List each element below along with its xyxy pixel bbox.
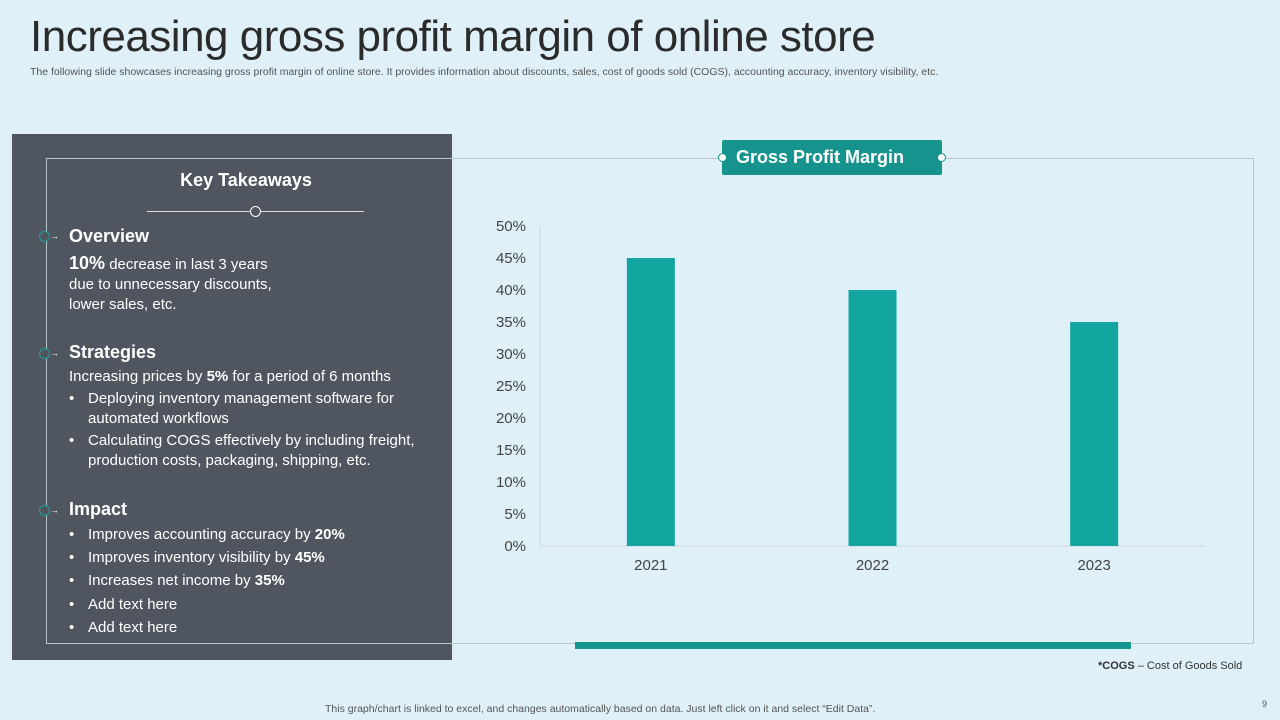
page-number: 9 (1262, 699, 1268, 709)
bar-2022 (848, 290, 897, 546)
y-tick-label: 20% (496, 410, 526, 427)
tag-right-node-icon (937, 153, 946, 162)
cogs-footnote: *COGS – Cost of Goods Sold (1098, 660, 1243, 672)
footer-note: This graph/chart is linked to excel, and… (325, 703, 876, 715)
gross-profit-margin-chart: 0% 5% 10% 15% 20% 25% 30% 35% 40% 45% 50% 2021 2022 2… (496, 218, 1205, 574)
strategies-intro: Increasing prices by 5% for a period of … (69, 368, 391, 385)
bar-2021 (626, 258, 675, 546)
y-tick-label: 25% (496, 378, 526, 395)
strategies-heading: Strategies (69, 342, 157, 362)
accent-bar (575, 642, 1131, 649)
y-tick-label: 40% (496, 282, 526, 299)
overview-heading: Overview (69, 226, 150, 246)
y-tick-label: 10% (496, 474, 526, 491)
y-tick-label: 45% (496, 250, 526, 267)
overview-node-icon: → (39, 231, 61, 243)
overview-line-2: due to unnecessary discounts, (69, 276, 272, 293)
takeaways-panel (12, 134, 452, 660)
chart-label-tag: Gross Profit Margin (722, 140, 942, 175)
y-tick-label: 30% (496, 346, 526, 363)
x-tick-label: 2021 (634, 557, 667, 574)
slide-title: Increasing gross profit margin of online… (30, 12, 876, 61)
impact-heading: Impact (69, 499, 128, 519)
x-tick-label: 2023 (1077, 557, 1110, 574)
y-tick-label: 15% (496, 442, 526, 459)
overview-line-3: lower sales, etc. (69, 296, 177, 313)
slide-subtitle: The following slide showcases increasing… (30, 66, 939, 78)
divider-node-icon (250, 206, 261, 217)
strategies-node-icon: → (39, 348, 61, 360)
y-tick-label: 35% (496, 314, 526, 331)
bar-2023 (1070, 322, 1119, 546)
tag-left-node-icon (718, 153, 727, 162)
x-tick-label: 2022 (856, 557, 889, 574)
y-tick-label: 5% (504, 506, 526, 523)
y-tick-label: 50% (496, 218, 526, 235)
impact-node-icon: → (39, 505, 61, 517)
key-takeaways-heading: Key Takeaways (180, 170, 312, 190)
y-tick-label: 0% (504, 538, 526, 555)
overview-line-1: 10% decrease in last 3 years (69, 253, 268, 274)
